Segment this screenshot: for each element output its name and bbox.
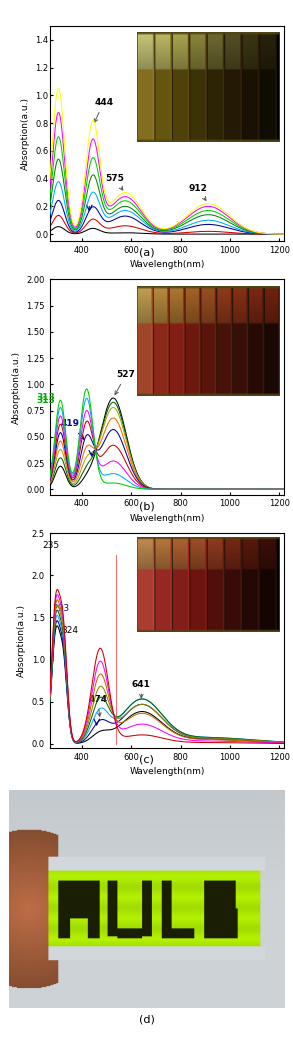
Text: 235: 235 — [42, 541, 59, 551]
Text: 313: 313 — [36, 393, 55, 402]
Y-axis label: Absorption(a.u.): Absorption(a.u.) — [12, 350, 21, 424]
Text: 474: 474 — [88, 695, 107, 717]
Y-axis label: Absorption(a.u.): Absorption(a.u.) — [17, 604, 26, 677]
Text: 527: 527 — [115, 370, 135, 395]
Text: 444: 444 — [94, 98, 113, 123]
Text: 912: 912 — [188, 184, 207, 201]
Text: (a): (a) — [139, 247, 154, 258]
Text: (d): (d) — [139, 1014, 154, 1024]
X-axis label: Wavelength(nm): Wavelength(nm) — [129, 768, 205, 776]
Text: (c): (c) — [139, 754, 154, 765]
Text: (b): (b) — [139, 501, 154, 511]
X-axis label: Wavelength(nm): Wavelength(nm) — [129, 514, 205, 523]
X-axis label: Wavelength(nm): Wavelength(nm) — [129, 261, 205, 269]
Text: 575: 575 — [105, 174, 124, 190]
Text: 641: 641 — [132, 680, 151, 698]
Text: 293: 293 — [53, 604, 70, 613]
Text: 313: 313 — [36, 396, 55, 404]
Text: 419: 419 — [60, 420, 84, 439]
Y-axis label: Absorption(a.u.): Absorption(a.u.) — [21, 97, 30, 170]
Text: 324: 324 — [61, 625, 78, 635]
